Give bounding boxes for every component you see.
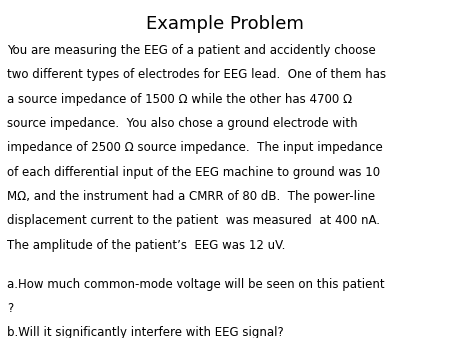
Text: MΩ, and the instrument had a CMRR of 80 dB.  The power-line: MΩ, and the instrument had a CMRR of 80 … xyxy=(7,190,375,203)
Text: a.How much common-mode voltage will be seen on this patient: a.How much common-mode voltage will be s… xyxy=(7,277,384,291)
Text: Example Problem: Example Problem xyxy=(146,15,304,33)
Text: source impedance.  You also chose a ground electrode with: source impedance. You also chose a groun… xyxy=(7,117,357,130)
Text: b.Will it significantly interfere with EEG signal?: b.Will it significantly interfere with E… xyxy=(7,326,284,338)
Text: The amplitude of the patient’s  EEG was 12 uV.: The amplitude of the patient’s EEG was 1… xyxy=(7,239,285,251)
Text: displacement current to the patient  was measured  at 400 nA.: displacement current to the patient was … xyxy=(7,214,380,227)
Text: impedance of 2500 Ω source impedance.  The input impedance: impedance of 2500 Ω source impedance. Th… xyxy=(7,141,382,154)
Text: a source impedance of 1500 Ω while the other has 4700 Ω: a source impedance of 1500 Ω while the o… xyxy=(7,93,352,105)
Text: ?: ? xyxy=(7,302,13,315)
Text: of each differential input of the EEG machine to ground was 10: of each differential input of the EEG ma… xyxy=(7,166,380,178)
Text: two different types of electrodes for EEG lead.  One of them has: two different types of electrodes for EE… xyxy=(7,68,386,81)
Text: You are measuring the EEG of a patient and accidently choose: You are measuring the EEG of a patient a… xyxy=(7,44,375,57)
